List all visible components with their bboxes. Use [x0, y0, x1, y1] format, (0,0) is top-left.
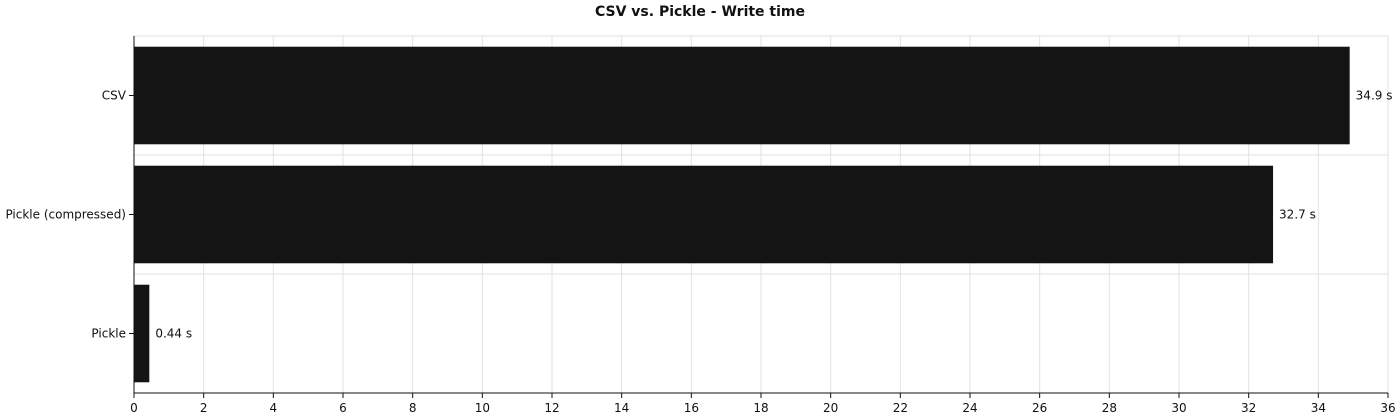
x-tick-label: 34	[1311, 401, 1326, 415]
x-tick-label: 24	[962, 401, 977, 415]
data-label: 34.9 s	[1356, 89, 1393, 103]
x-tick-label: 2	[200, 401, 208, 415]
chart-title: CSV vs. Pickle - Write time	[595, 4, 805, 20]
category-label: Pickle (compressed)	[5, 208, 126, 222]
bar	[134, 284, 150, 383]
x-tick-label: 4	[270, 401, 278, 415]
x-tick-label: 18	[753, 401, 768, 415]
x-tick-label: 22	[893, 401, 908, 415]
x-tick-label: 36	[1380, 401, 1395, 415]
category-label: Pickle	[91, 327, 126, 341]
x-tick-label: 14	[614, 401, 629, 415]
x-tick-label: 28	[1102, 401, 1117, 415]
category-label: CSV	[102, 89, 127, 103]
x-tick-label: 10	[475, 401, 490, 415]
x-tick-label: 32	[1241, 401, 1256, 415]
x-tick-label: 8	[409, 401, 417, 415]
data-label: 32.7 s	[1279, 208, 1316, 222]
x-tick-label: 30	[1171, 401, 1186, 415]
x-tick-label: 12	[544, 401, 559, 415]
axes: 0 2 4 6 8 10 12 14 16 18 20 22 24 26 28 30 32 34 36CSVPick…	[5, 36, 1396, 415]
bar	[134, 46, 1350, 145]
data-label: 0.44 s	[155, 327, 192, 341]
bars: 34.9 s 32.7 s 0.44 s	[134, 46, 1393, 383]
x-tick-label: 20	[823, 401, 838, 415]
x-tick-label: 16	[684, 401, 699, 415]
x-tick-label: 6	[339, 401, 347, 415]
bar	[134, 165, 1274, 264]
x-tick-label: 26	[1032, 401, 1047, 415]
x-tick-label: 0	[130, 401, 138, 415]
